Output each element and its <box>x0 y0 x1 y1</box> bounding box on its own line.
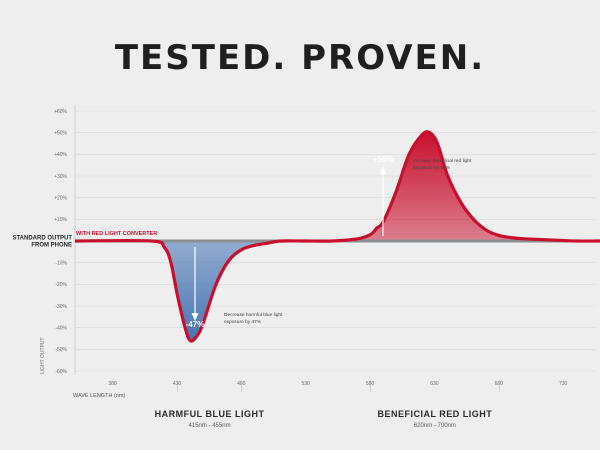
x-tick-label: 580 <box>366 381 375 387</box>
y-tick-label: +30% <box>54 174 67 180</box>
baseline-label-line1: STANDARD OUTPUT <box>12 236 72 242</box>
y-tick-label: -20% <box>55 282 67 288</box>
red-region-title: BENEFICIAL RED LIGHT <box>377 409 492 419</box>
decrease-value: -47% <box>186 320 205 329</box>
y-tick-label: +10% <box>54 217 67 223</box>
y-tick-label: -10% <box>55 260 67 266</box>
series-label: WITH RED LIGHT CONVERTER <box>76 231 157 237</box>
down-arrow-head <box>191 313 199 321</box>
increase-note-line2: exposure by 50% <box>413 165 451 171</box>
y-tick-label: +60% <box>54 109 67 115</box>
y-axis-label: LIGHT OUTPUT <box>40 337 46 374</box>
y-tick-label: +40% <box>54 152 67 158</box>
x-tick-label: 380 <box>108 381 117 387</box>
x-tick-label: 530 <box>301 381 310 387</box>
x-tick-label: 680 <box>495 381 504 387</box>
up-arrow-head <box>379 166 387 174</box>
baseline-label-line2: FROM PHONE <box>31 243 72 249</box>
y-tick-label: -30% <box>55 304 67 310</box>
blue-region-range: 415nm - 455nm <box>189 423 231 429</box>
x-tick-label: 630 <box>430 381 439 387</box>
headline: TESTED. PROVEN. <box>114 38 486 78</box>
red-region-range: 620nm - 700nm <box>414 423 456 429</box>
x-tick-label: 480 <box>237 381 246 387</box>
x-axis-label: WAVE LENGTH (nm) <box>73 393 125 399</box>
increase-value: +50% <box>373 155 394 164</box>
series-line <box>74 130 600 343</box>
y-tick-label: -50% <box>55 347 67 353</box>
y-tick-label: -40% <box>55 325 67 331</box>
y-tick-label: +20% <box>54 195 67 201</box>
blue-region-title: HARMFUL BLUE LIGHT <box>155 409 265 419</box>
grid-layer: +60% +50% +40% +30% +20% +10% -10% -20% -30% -40%… <box>54 105 595 387</box>
y-tick-label: +50% <box>54 130 67 136</box>
curve-layer <box>74 130 600 343</box>
decrease-note-line1: Decrease harmful blue light <box>224 312 283 318</box>
y-tick-label: -60% <box>55 369 67 375</box>
x-tick-label: 430 <box>173 381 182 387</box>
red-area-fill <box>75 131 595 241</box>
decrease-note-line2: exposure by 47% <box>224 319 262 325</box>
x-tick-label: 730 <box>559 381 568 387</box>
increase-note-line1: Increase beneficial red light <box>413 158 472 164</box>
